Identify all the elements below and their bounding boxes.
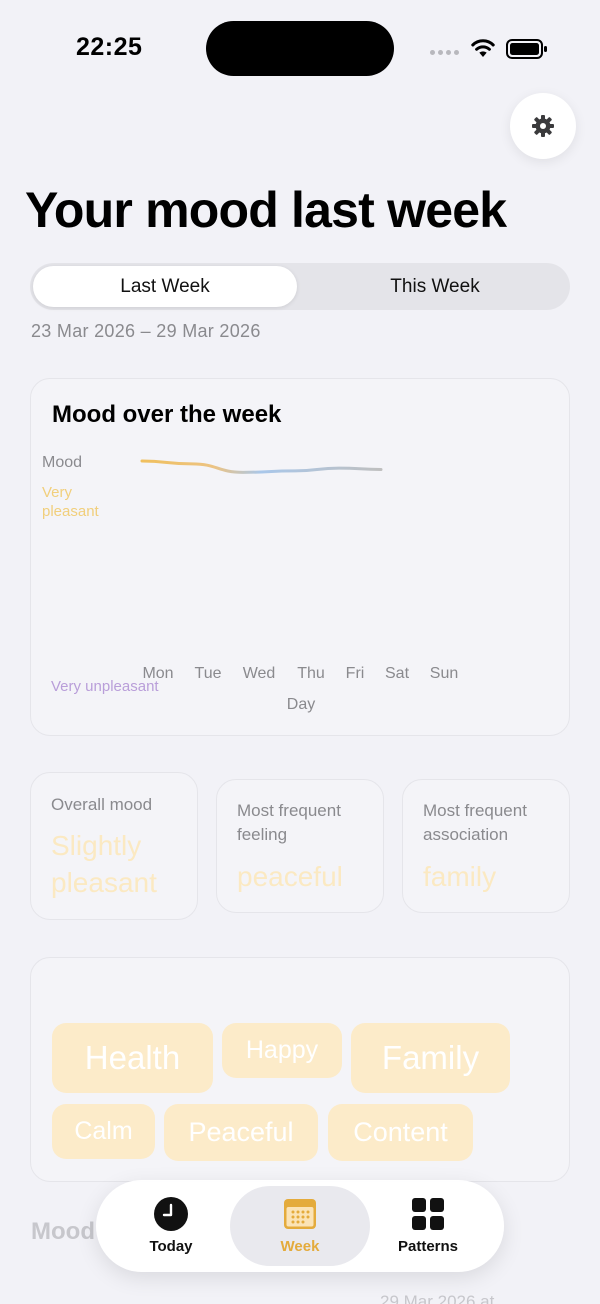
- segment-this-week[interactable]: This Week: [390, 275, 480, 297]
- date-range: 23 Mar 2026 – 29 Mar 2026: [31, 321, 261, 341]
- x-tick-fri: Fri: [345, 665, 365, 682]
- tag-calm[interactable]: Calm: [52, 1104, 155, 1159]
- frequent-association-label: Most frequent association: [423, 801, 527, 844]
- overall-mood-card: Overall mood Slightly pleasant: [30, 772, 198, 920]
- x-tick-wed: Wed: [242, 665, 276, 682]
- mood-chart-card: Mood over the week Mood Very pleasant Ve…: [30, 378, 570, 736]
- clock-icon: [154, 1197, 188, 1231]
- signal-icon: [430, 50, 459, 55]
- mood-series-line: [140, 459, 383, 474]
- x-tick-mon: Mon: [142, 665, 174, 682]
- x-axis-title: Day: [286, 696, 316, 713]
- overall-mood-value: Slightly pleasant: [51, 830, 157, 898]
- frequent-association-value: family: [423, 861, 497, 892]
- x-tick-sat: Sat: [384, 665, 410, 682]
- calendar-icon: [284, 1199, 316, 1229]
- tab-today-label: Today: [149, 1238, 193, 1255]
- tab-week[interactable]: Week: [240, 1196, 360, 1255]
- x-tick-thu: Thu: [297, 665, 325, 682]
- tag-family[interactable]: Family: [351, 1023, 510, 1093]
- status-bar: 22:25: [0, 0, 600, 96]
- week-segmented-control: Last Week This Week: [30, 263, 570, 310]
- tab-bar: Today Week Patterns: [96, 1180, 504, 1272]
- status-time: 22:25: [76, 33, 143, 61]
- battery-icon: [506, 39, 547, 59]
- dynamic-island: [206, 21, 394, 76]
- section-title: Mood: [31, 1218, 95, 1245]
- frequent-feeling-card: Most frequent feeling peaceful: [216, 779, 384, 913]
- wifi-icon: [471, 39, 495, 57]
- tag-peaceful[interactable]: Peaceful: [164, 1104, 318, 1161]
- section-date: 29 Mar 2026 at: [380, 1292, 495, 1304]
- tag-happy[interactable]: Happy: [222, 1023, 342, 1078]
- y-axis-bottom-label: Very unpleasant: [51, 678, 159, 695]
- settings-button[interactable]: [510, 93, 576, 159]
- y-axis-title: Mood: [42, 454, 83, 471]
- mood-line-chart: [140, 459, 383, 474]
- x-tick-tue: Tue: [194, 665, 222, 682]
- tab-today[interactable]: Today: [111, 1196, 231, 1255]
- gear-icon: [532, 115, 554, 137]
- overall-mood-label: Overall mood: [51, 795, 153, 814]
- frequent-feeling-value: peaceful: [237, 861, 343, 892]
- x-tick-sun: Sun: [429, 665, 459, 682]
- tab-patterns-label: Patterns: [397, 1238, 459, 1255]
- tag-health[interactable]: Health: [52, 1023, 213, 1093]
- frequent-association-card: Most frequent association family: [402, 779, 570, 913]
- chart-title: Mood over the week: [52, 401, 282, 428]
- segment-last-week[interactable]: Last Week: [33, 266, 297, 307]
- y-axis-top-label: Very pleasant: [42, 484, 99, 520]
- tab-week-label: Week: [280, 1238, 320, 1255]
- grid-icon: [412, 1198, 444, 1230]
- page-title: Your mood last week: [25, 182, 507, 238]
- tags-card: Health Happy Family Calm Peaceful Conten…: [30, 957, 570, 1182]
- tag-content[interactable]: Content: [328, 1104, 473, 1161]
- frequent-feeling-label: Most frequent feeling: [237, 801, 341, 844]
- tab-patterns[interactable]: Patterns: [368, 1196, 488, 1255]
